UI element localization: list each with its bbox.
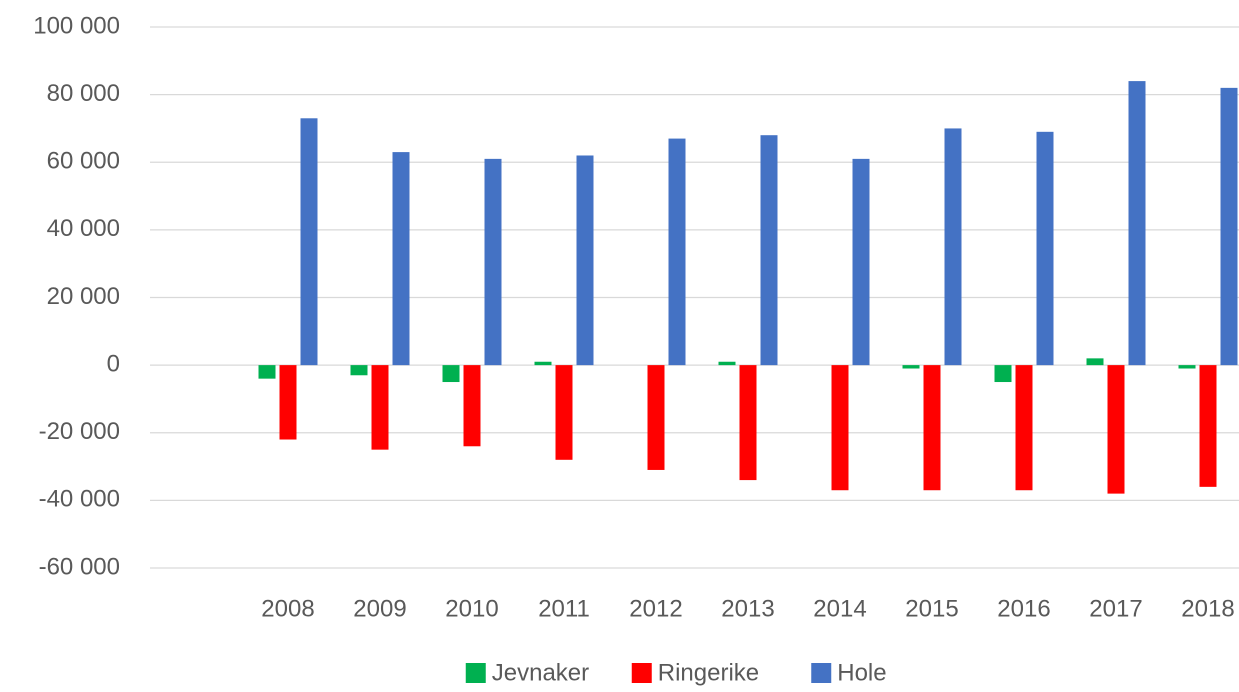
- bar: [576, 155, 594, 366]
- bar: [831, 365, 849, 491]
- x-tick-label: 2013: [721, 595, 774, 622]
- y-tick-label: -40 000: [39, 486, 120, 513]
- y-tick-label: -60 000: [39, 553, 120, 580]
- x-tick-label: 2014: [813, 595, 866, 622]
- bar: [902, 365, 920, 369]
- bar: [279, 365, 297, 440]
- y-tick-label: 20 000: [47, 283, 120, 310]
- x-tick-label: 2016: [997, 595, 1050, 622]
- y-tick-label: 100 000: [33, 12, 120, 39]
- bar: [1128, 81, 1146, 366]
- bar: [463, 365, 481, 447]
- x-tick-label: 2009: [353, 595, 406, 622]
- bar: [1086, 358, 1104, 366]
- legend-label: Hole: [837, 659, 886, 686]
- bar: [442, 365, 460, 383]
- legend-label: Ringerike: [658, 659, 759, 686]
- x-tick-label: 2011: [538, 595, 590, 622]
- y-tick-label: 0: [107, 350, 120, 377]
- bar: [1036, 131, 1054, 366]
- bar: [350, 365, 368, 376]
- bar: [739, 365, 757, 481]
- bar: [944, 128, 962, 366]
- bar: [1015, 365, 1033, 491]
- bar: [484, 158, 502, 366]
- bar: [1107, 365, 1125, 494]
- legend-label: Jevnaker: [492, 659, 589, 686]
- bar: [555, 365, 573, 460]
- bar: [647, 365, 665, 470]
- x-tick-label: 2012: [629, 595, 682, 622]
- bar: [392, 152, 410, 366]
- x-tick-label: 2010: [445, 595, 498, 622]
- bar: [718, 361, 736, 366]
- bar: [760, 135, 778, 366]
- bar: [923, 365, 941, 491]
- x-tick-label: 2015: [905, 595, 958, 622]
- x-tick-label: 2017: [1089, 595, 1142, 622]
- legend-swatch: [465, 663, 486, 683]
- legend-swatch: [631, 663, 652, 683]
- bar: [300, 118, 318, 366]
- bar: [852, 158, 870, 366]
- bar: [1220, 87, 1238, 366]
- bar: [1178, 365, 1196, 369]
- bar: [668, 138, 686, 366]
- y-tick-label: 60 000: [47, 148, 120, 175]
- bar: [534, 361, 552, 366]
- bar: [1199, 365, 1217, 487]
- bar: [994, 365, 1012, 383]
- x-tick-label: 2008: [261, 595, 314, 622]
- legend-swatch: [811, 663, 832, 683]
- y-tick-label: 80 000: [47, 80, 120, 107]
- y-tick-label: 40 000: [47, 215, 120, 242]
- y-tick-label: -20 000: [39, 418, 120, 445]
- bar: [258, 365, 276, 379]
- x-tick-label: 2018: [1181, 595, 1234, 622]
- bar: [371, 365, 389, 450]
